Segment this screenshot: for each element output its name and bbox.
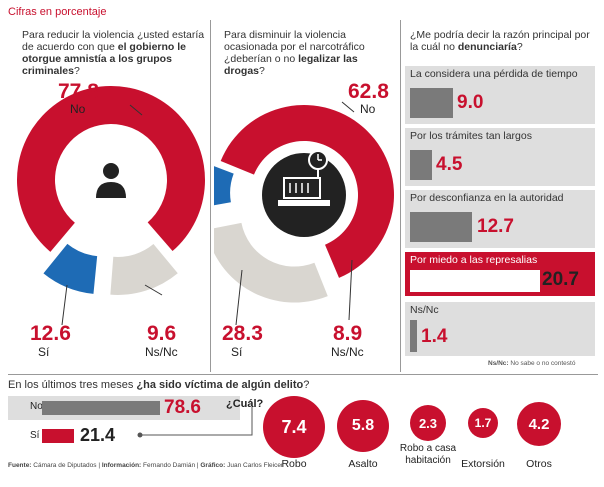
scale-icon <box>262 150 346 237</box>
q4-no-bar <box>42 401 160 415</box>
footer-fuente-label: Fuente: <box>8 462 32 469</box>
footer-info-label: Información: <box>101 462 142 469</box>
crosshair-icon <box>59 128 163 232</box>
q1-text-pre: Para reducir la violencia ¿usted estaría… <box>22 29 205 53</box>
footer-info: Fernando Damián <box>141 462 196 469</box>
q4-crime-circle-5: 4.2 <box>517 402 561 446</box>
q4-crime-label-1: Robo <box>281 458 307 470</box>
q1-donut <box>17 86 206 326</box>
q4-text-bold: ¿ha sido víctima de algún delito <box>136 379 304 391</box>
q3-bar-label-2: Por los trámites tan largos <box>410 130 532 142</box>
q1-si-value: 12.6 <box>30 322 71 345</box>
q4-crime-circle-2: 5.8 <box>337 400 389 452</box>
q3-bar-label-1: La considera una pérdida de tiempo <box>410 68 578 80</box>
q4-crime-circle-3: 2.3 <box>410 405 446 441</box>
q3-bar-value-3: 12.7 <box>477 216 514 237</box>
q3-footnote-bold: Ns/Nc: <box>488 360 509 367</box>
q4-no-label: No <box>30 401 43 412</box>
q4-si-value: 21.4 <box>80 425 116 445</box>
q3-bar-3 <box>410 212 472 242</box>
q1-text-post: ? <box>73 65 80 77</box>
q3-bar-panel-4: Por miedo a las represalias 20.7 <box>405 252 595 296</box>
q4-question: En los últimos tres meses ¿ha sido vícti… <box>8 379 309 391</box>
q3-bar-1 <box>410 88 453 118</box>
q1-text-bold: el gobierno le otorgue amnistía a los gr… <box>22 41 187 77</box>
q3-bar-panel-2: Por los trámites tan largos 4.5 <box>405 128 595 186</box>
q3-bar-panel-1: La considera una pérdida de tiempo 9.0 <box>405 66 595 124</box>
q4-crime-label-3: Robo a casa habitación <box>399 443 457 466</box>
footer-grafico: Juan Carlos Fleicer <box>225 462 284 469</box>
q1-no-label: No <box>70 102 86 116</box>
q2-no-label: No <box>360 102 376 116</box>
divider-1 <box>210 20 211 372</box>
q4-si-label: Sí <box>30 430 40 441</box>
q1-slice-nsnc <box>43 243 98 294</box>
q3-bar-label-4: Por miedo a las represalias <box>410 254 538 266</box>
q3-bar-2 <box>410 150 432 180</box>
q4-text-post: ? <box>303 379 310 391</box>
q1-question: Para reducir la violencia ¿usted estaría… <box>22 29 210 77</box>
q3-bar-value-2: 4.5 <box>436 154 463 175</box>
q3-bar-panel-5: Ns/Nc 1.4 <box>405 302 595 356</box>
q4-crime-label-2: Asalto <box>348 458 378 470</box>
q4-which-label: ¿Cuál? <box>226 398 264 410</box>
q3-text-pre: ¿Me podría decir la razón principal por … <box>410 29 590 53</box>
q4-connector <box>137 407 253 438</box>
q1-nsnc-label: Ns/Nc <box>145 345 178 359</box>
header-tag: Cifras en porcentaje <box>8 6 107 18</box>
q2-text-bold: legalizar las drogas <box>224 53 358 77</box>
q3-bar-4 <box>410 270 540 292</box>
footer-grafico-label: Gráfico: <box>200 462 226 469</box>
q2-nsnc-label: Ns/Nc <box>331 345 364 359</box>
footer-fuente: Cámara de Diputados <box>31 462 97 469</box>
divider-bottom <box>8 374 598 375</box>
q2-text-post: ? <box>259 65 265 77</box>
q2-si-value: 28.3 <box>222 322 263 345</box>
q2-si-label: Sí <box>231 345 243 359</box>
q1-no-value: 77.8 <box>58 80 99 103</box>
q3-bar-5 <box>410 320 417 352</box>
q1-slice-no <box>17 86 206 252</box>
q4-crime-label-5: Otros <box>526 458 552 470</box>
q3-footnote-text: No sabe o no contestó <box>508 360 576 367</box>
q2-text-pre: Para disminuir la violencia ocasionada p… <box>224 29 365 65</box>
q2-no-value: 62.8 <box>348 80 389 103</box>
q3-bar-value-5: 1.4 <box>421 326 448 347</box>
q1-si-label: Sí <box>38 345 50 359</box>
q3-bar-label-5: Ns/Nc <box>410 304 439 316</box>
q1-slice-s <box>110 244 178 295</box>
q3-question: ¿Me podría decir la razón principal por … <box>410 29 600 53</box>
q2-slice-nsnc <box>214 166 234 206</box>
q3-footnote: Ns/Nc: No sabe o no contestó <box>488 360 575 367</box>
divider-2 <box>400 20 401 372</box>
footer-credits: Fuente: Cámara de Diputados | Informació… <box>8 462 284 469</box>
q3-text-bold: denunciaría <box>457 41 517 53</box>
q4-text-pre: En los últimos tres meses <box>8 379 137 391</box>
q4-si-bar <box>42 429 74 443</box>
q4-crime-circle-1: 7.4 <box>263 396 325 458</box>
q3-bar-value-1: 9.0 <box>457 92 484 113</box>
q2-question: Para disminuir la violencia ocasionada p… <box>224 29 399 77</box>
q3-bar-value-4: 20.7 <box>542 269 579 290</box>
q3-bar-label-3: Por desconfianza en la autoridad <box>410 192 564 204</box>
q4-crime-label-4: Extorsión <box>461 458 505 470</box>
q3-text-post: ? <box>516 41 523 53</box>
q2-nsnc-value: 8.9 <box>333 322 363 345</box>
q4-crime-circle-4: 1.7 <box>468 408 498 438</box>
q1-nsnc-value: 9.6 <box>147 322 177 345</box>
q2-slice-s <box>214 222 328 303</box>
q3-bar-panel-3: Por desconfianza en la autoridad 12.7 <box>405 190 595 248</box>
q2-slice-no <box>220 105 394 278</box>
q4-no-value: 78.6 <box>164 397 201 418</box>
q2-donut <box>214 101 394 326</box>
